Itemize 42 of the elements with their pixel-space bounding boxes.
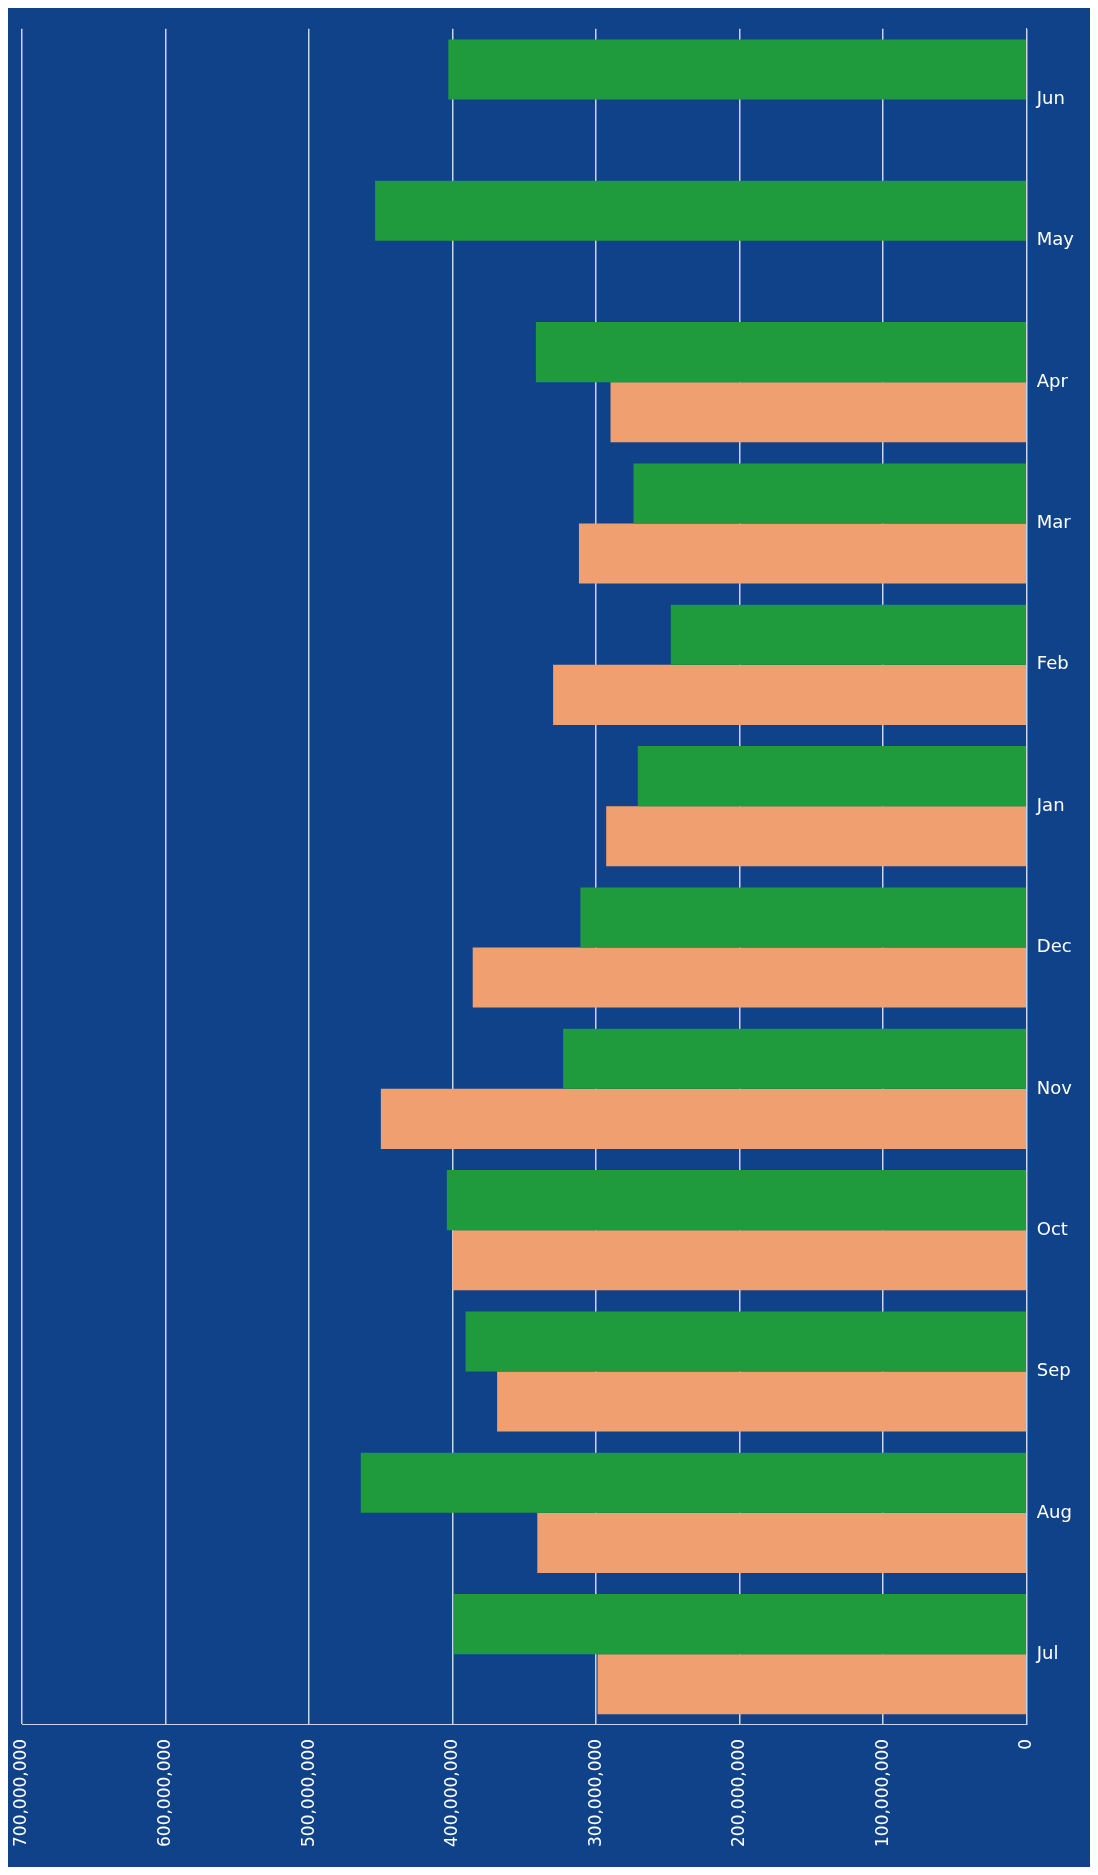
y-tick-label: Apr (1036, 369, 1069, 391)
x-tick-label: 400,000,000 (441, 1738, 462, 1848)
y-tick-label: Jun (1035, 87, 1065, 109)
y-tick-label: May (1036, 228, 1075, 250)
bar (497, 1371, 1027, 1432)
bar (670, 604, 1027, 665)
y-tick-label: Dec (1036, 935, 1072, 957)
x-tick-label: 700,000,000 (10, 1738, 31, 1848)
y-tick-label: Jul (1035, 1641, 1059, 1663)
x-tick-label: 200,000,000 (728, 1738, 749, 1848)
bar (452, 1230, 1027, 1291)
bar (537, 1512, 1027, 1573)
x-tick-label: 100,000,000 (871, 1738, 892, 1848)
y-tick-label: Aug (1036, 1500, 1072, 1522)
x-tick-label: 0 (1015, 1738, 1036, 1750)
x-tick-label: 300,000,000 (584, 1738, 605, 1848)
y-tick-label: Oct (1036, 1217, 1068, 1239)
y-tick-label: Feb (1036, 652, 1069, 674)
bar (465, 1311, 1027, 1372)
x-tick-label: 500,000,000 (297, 1738, 318, 1848)
bar (597, 1654, 1027, 1715)
bar (472, 947, 1027, 1008)
bar (637, 746, 1027, 807)
bar (448, 39, 1027, 100)
bar (454, 1594, 1027, 1655)
y-tick-label: Sep (1036, 1359, 1071, 1381)
bar (606, 806, 1027, 867)
x-tick-label: 600,000,000 (153, 1738, 174, 1848)
bar (610, 382, 1027, 443)
bar (360, 1452, 1027, 1513)
bar (380, 1088, 1027, 1149)
y-tick-label: Jan (1035, 793, 1065, 815)
bar (563, 1028, 1027, 1089)
bar (375, 180, 1027, 241)
y-tick-label: Mar (1036, 511, 1072, 533)
bar (535, 322, 1027, 383)
bar (553, 664, 1027, 725)
bar (578, 523, 1027, 584)
bar (580, 887, 1027, 948)
bar (446, 1170, 1027, 1231)
y-tick-label: Nov (1036, 1076, 1073, 1098)
bar (633, 463, 1027, 524)
